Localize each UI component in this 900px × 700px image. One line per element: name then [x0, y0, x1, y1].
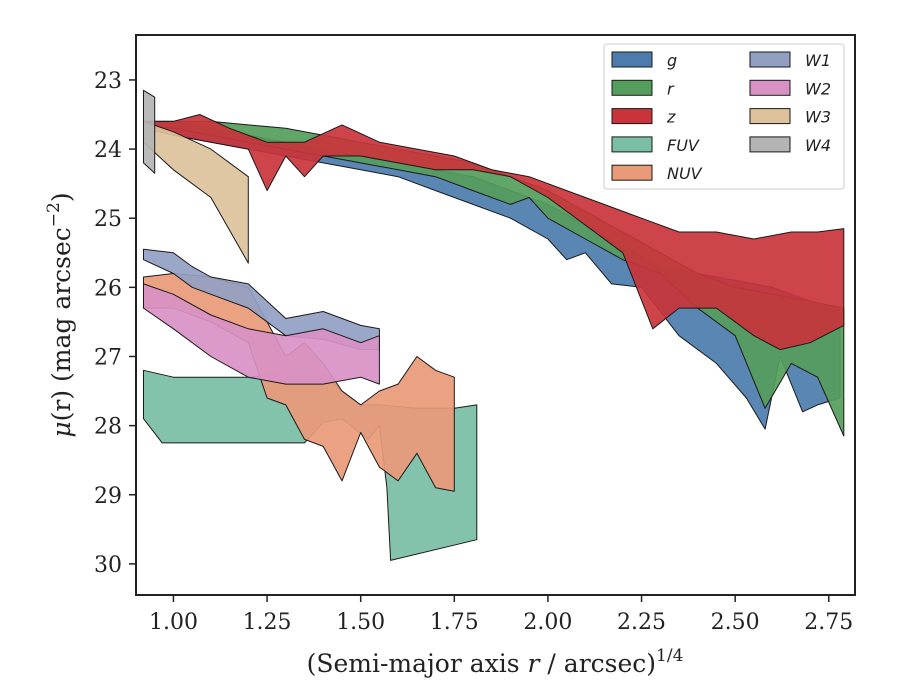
band-W4	[143, 89, 156, 174]
legend-label-NUV: NUV	[667, 164, 703, 183]
legend-swatch-r	[611, 79, 653, 96]
x-tick-label: 1.75	[430, 610, 479, 635]
profile-bands	[143, 89, 845, 561]
legend-swatch-W4	[749, 136, 791, 153]
legend-label-W3: W3	[805, 108, 831, 127]
y-tick-label: 30	[94, 553, 122, 578]
legend-swatch-W1	[749, 51, 791, 68]
legend-swatch-W2	[749, 79, 791, 96]
legend-label-FUV: FUV	[667, 136, 700, 155]
y-tick-label: 25	[94, 207, 122, 232]
legend-swatch-NUV	[611, 164, 653, 181]
x-axis-ticks: 1.00 1.25 1.50 1.75 2.00 2.25 2.50 2.75	[149, 595, 853, 635]
legend: grz FUV NUV W1 W2 W3 W4	[603, 43, 845, 190]
x-tick-label: 2.75	[804, 610, 853, 635]
legend-swatch-W3	[749, 108, 791, 125]
y-tick-label: 26	[94, 276, 122, 301]
y-tick-label: 28	[94, 415, 122, 440]
x-axis-title: (Semi-major axis r / arcsec)1/4	[307, 646, 684, 678]
legend-swatch-FUV	[611, 136, 653, 153]
y-tick-label: 24	[94, 138, 122, 163]
y-tick-label: 27	[94, 345, 122, 370]
x-tick-label: 1.25	[243, 610, 292, 635]
legend-label-g: g	[667, 51, 677, 70]
legend-label-z: z	[666, 108, 676, 127]
legend-label-W2: W2	[805, 79, 831, 98]
y-axis-title: μ(r) (mag arcsec−2)	[44, 192, 76, 437]
y-axis-ticks: 23 24 25 26 27 28 29 30	[94, 69, 136, 578]
band-W2	[143, 283, 380, 385]
legend-items: grz FUV NUV W1 W2 W3 W4	[611, 51, 831, 183]
x-tick-label: 1.50	[336, 610, 385, 635]
y-tick-label: 23	[94, 69, 122, 94]
legend-label-W1: W1	[805, 51, 831, 70]
plot-frame	[135, 34, 856, 596]
y-tick-label: 29	[94, 484, 122, 509]
legend-swatch-g	[611, 51, 653, 68]
band-z	[143, 114, 845, 351]
x-tick-label: 2.25	[617, 610, 666, 635]
x-tick-label: 2.00	[523, 610, 572, 635]
x-tick-label: 2.50	[711, 610, 760, 635]
x-tick-label: 1.00	[149, 610, 198, 635]
legend-swatch-z	[611, 108, 653, 125]
legend-label-W4: W4	[805, 136, 831, 155]
legend-label-r: r	[667, 79, 675, 98]
